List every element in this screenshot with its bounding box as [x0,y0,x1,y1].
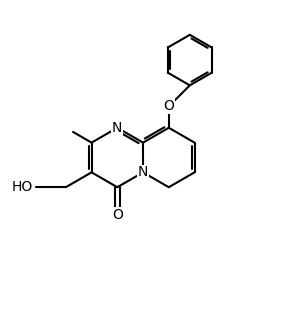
Text: O: O [112,208,123,222]
Text: HO: HO [11,180,32,194]
Text: N: N [138,165,148,179]
Text: O: O [163,99,174,113]
Text: N: N [112,121,122,135]
